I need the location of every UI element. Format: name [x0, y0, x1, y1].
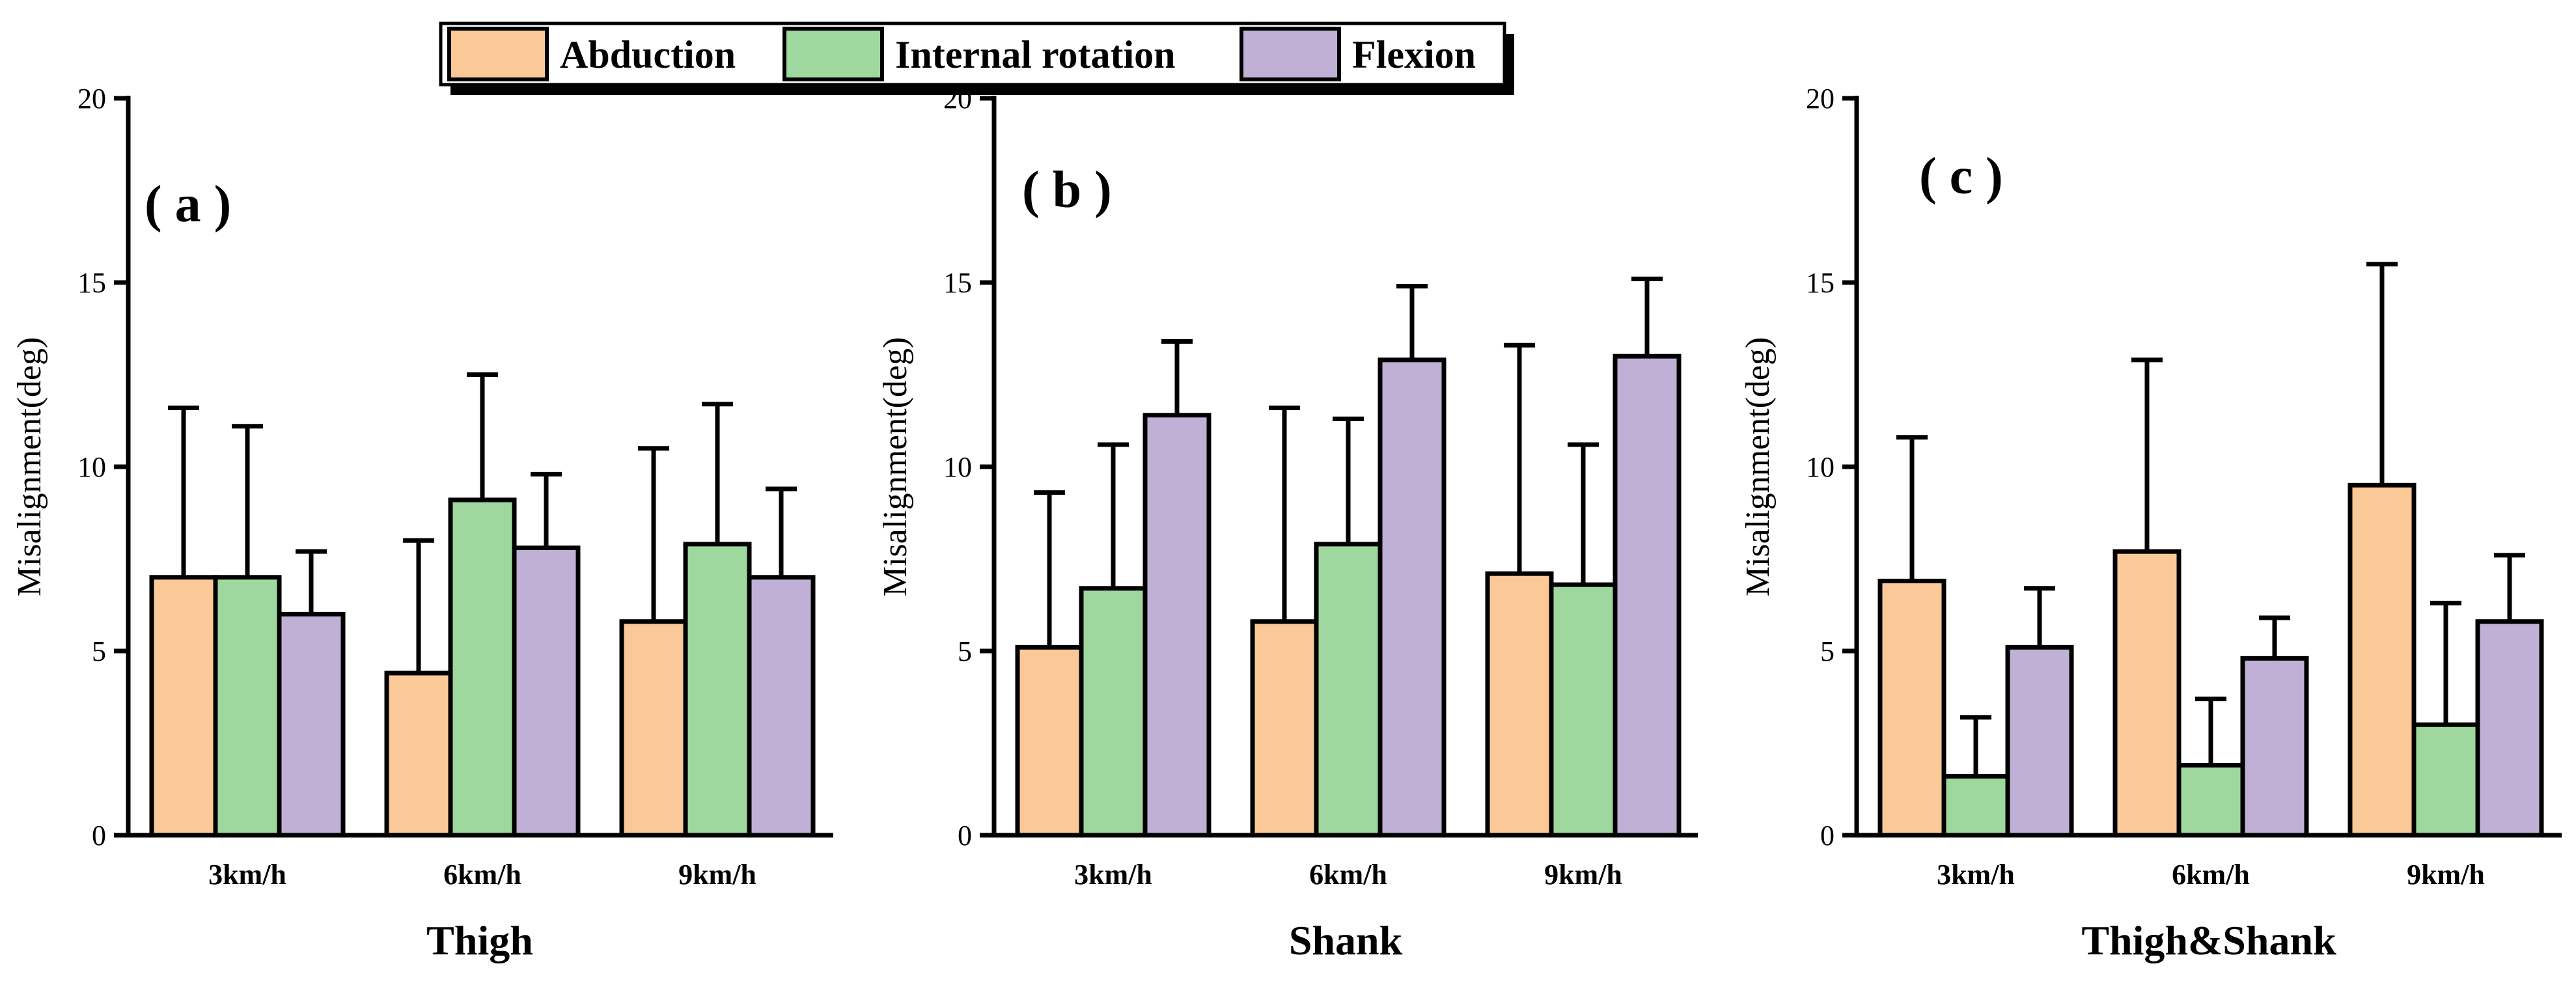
legend: Abduction Internal rotation Flexion [439, 21, 1514, 95]
bar-flexion-9km-h [1613, 353, 1682, 838]
y-tick-label: 20 [77, 83, 106, 115]
x-tick-label: 9km/h [678, 859, 756, 891]
bar-abduction-6km-h [2112, 549, 2181, 838]
bar-flexion-3km-h [277, 611, 346, 838]
panel-label: ( a ) [145, 176, 231, 233]
legend-swatch-internal-rotation [782, 27, 884, 81]
bar-internal-rotation-9km-h [1549, 582, 1618, 838]
chart-title: Thigh [426, 917, 533, 963]
y-tick-label: 15 [77, 267, 106, 299]
y-tick-label: 0 [92, 820, 106, 851]
x-tick-label: 3km/h [1937, 859, 2015, 891]
x-tick-label: 9km/h [2407, 859, 2485, 891]
bar-internal-rotation-6km-h [2176, 762, 2245, 838]
bar-abduction-3km-h [1015, 644, 1084, 838]
bar-flexion-6km-h [2240, 656, 2309, 838]
bar-abduction-9km-h [1485, 571, 1554, 838]
x-tick-label: 6km/h [1309, 859, 1387, 891]
panel-label: ( b ) [1022, 161, 1112, 219]
bar-flexion-3km-h [2005, 644, 2074, 838]
chart-panel-thigh-shank: 0 5 10 15 20 3km/h 6km/h 9km/h Misalignment(deg)… [1739, 83, 2562, 963]
chart-title: Thigh&Shank [2081, 917, 2336, 963]
y-tick-label: 5 [958, 635, 972, 667]
bar-flexion-6km-h [1378, 357, 1447, 838]
y-tick-label: 15 [943, 267, 972, 299]
y-tick-label: 10 [1806, 451, 1835, 483]
bar-internal-rotation-3km-h [213, 575, 282, 838]
panels: 0 5 10 15 20 3km/h 6km/h 9km/h Misalignment(deg)… [11, 83, 2562, 963]
bar-abduction-3km-h [1877, 578, 1946, 838]
bar-internal-rotation-6km-h [448, 497, 517, 838]
legend-label-flexion: Flexion [1352, 33, 1476, 76]
y-tick-label: 5 [1820, 635, 1835, 667]
legend-swatch-abduction [447, 27, 549, 81]
legend-swatch-flexion [1240, 27, 1341, 81]
bar-internal-rotation-9km-h [683, 542, 752, 838]
bar-abduction-6km-h [1250, 619, 1319, 838]
bar-internal-rotation-6km-h [1314, 542, 1383, 838]
x-tick-label: 3km/h [1074, 859, 1152, 891]
y-tick-label: 10 [943, 451, 972, 483]
bar-internal-rotation-3km-h [1941, 773, 2010, 838]
panel-label: ( c ) [1919, 148, 2003, 205]
y-tick-label: 20 [1806, 83, 1835, 115]
y-axis-label: Misalignment(deg) [877, 337, 914, 597]
y-tick-label: 0 [958, 820, 972, 851]
bar-abduction-6km-h [384, 671, 453, 838]
x-tick-label: 9km/h [1544, 859, 1622, 891]
chart-title: Shank [1289, 917, 1403, 963]
chart-panel-thigh: 0 5 10 15 20 3km/h 6km/h 9km/h Misalignment(deg)… [11, 83, 833, 963]
bar-abduction-3km-h [149, 575, 218, 838]
y-tick-label: 5 [92, 635, 106, 667]
x-tick-label: 6km/h [443, 859, 521, 891]
bar-internal-rotation-9km-h [2411, 722, 2480, 838]
legend-label-abduction: Abduction [560, 33, 736, 76]
legend-label-internal-rotation: Internal rotation [895, 33, 1176, 76]
bar-flexion-9km-h [747, 575, 816, 838]
bar-flexion-3km-h [1143, 413, 1212, 838]
y-tick-label: 0 [1820, 820, 1835, 851]
y-axis-label: Misalignment(deg) [11, 337, 48, 597]
x-tick-label: 6km/h [2172, 859, 2250, 891]
bar-internal-rotation-3km-h [1079, 586, 1148, 838]
bar-abduction-9km-h [2347, 482, 2417, 838]
bar-flexion-9km-h [2475, 619, 2544, 838]
bar-flexion-6km-h [512, 546, 581, 838]
y-axis-label: Misalignment(deg) [1739, 337, 1777, 597]
y-tick-label: 15 [1806, 267, 1835, 299]
y-tick-label: 10 [77, 451, 106, 483]
bar-abduction-9km-h [619, 619, 688, 838]
x-tick-label: 3km/h [208, 859, 286, 891]
